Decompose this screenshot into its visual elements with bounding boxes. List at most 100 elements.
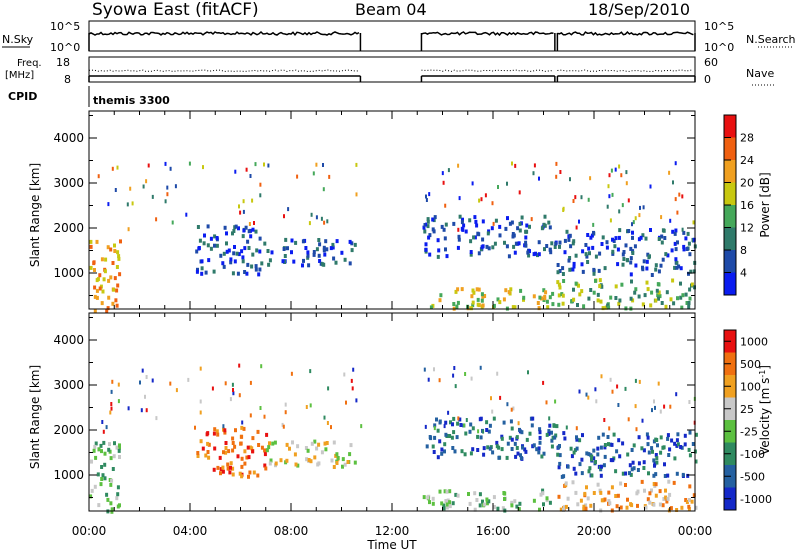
echo-cell [510, 220, 514, 225]
echo-cell [113, 441, 116, 446]
echo-cell [614, 167, 617, 172]
echo-cell [562, 279, 566, 283]
echo-cell [115, 265, 119, 269]
echo-cell [620, 282, 624, 287]
echo-cell [263, 463, 267, 468]
echo-cell [573, 448, 577, 453]
echo-cell [473, 215, 477, 220]
x-tick-label: 16:00 [476, 524, 511, 538]
echo-cell [238, 393, 241, 398]
echo-cell [117, 382, 120, 387]
echo-cell [425, 444, 429, 449]
echo-cell [673, 231, 677, 236]
echo-cell [545, 496, 549, 501]
echo-cell [349, 443, 353, 448]
echo-cell [112, 454, 116, 459]
echo-cell [440, 451, 444, 456]
echo-cell [317, 238, 321, 242]
echo-cell [238, 204, 240, 209]
echo-cell [360, 424, 363, 429]
echo-cell [509, 287, 513, 292]
echo-cell [572, 466, 576, 471]
echo-cell [600, 242, 604, 246]
echo-cell [249, 413, 252, 418]
echo-cell [103, 451, 107, 456]
echo-cell [433, 435, 437, 440]
echo-cell [456, 287, 460, 292]
echo-cell [564, 504, 568, 509]
echo-cell [686, 473, 690, 478]
echo-cell [254, 264, 258, 269]
echo-cell [575, 225, 578, 230]
echo-cell [575, 437, 579, 442]
x-axis-label: Time UT [366, 538, 417, 552]
echo-cell [468, 501, 472, 506]
echo-cell [112, 287, 116, 292]
echo-cell [117, 448, 121, 453]
echo-cell [227, 248, 231, 253]
echo-cell [555, 424, 559, 429]
echo-cell [562, 431, 566, 436]
echo-cell [538, 295, 542, 300]
echo-cell [448, 500, 452, 505]
echo-cell [527, 370, 529, 375]
echo-cell [580, 195, 583, 200]
echo-cell [98, 286, 102, 291]
echo-cell [676, 210, 679, 215]
nave-label: Nave [746, 67, 774, 80]
echo-cell [98, 273, 102, 278]
echo-cell [645, 259, 649, 264]
echo-cell [557, 282, 561, 287]
colorbar-frame [723, 329, 737, 511]
echo-cell [547, 220, 551, 225]
echo-cell [606, 204, 609, 209]
echo-cell [659, 409, 662, 414]
echo-cell [679, 445, 683, 449]
echo-cell [538, 430, 542, 435]
echo-cell [103, 476, 107, 481]
echo-cell [668, 170, 671, 175]
echo-cell [518, 190, 521, 195]
echo-cell [617, 235, 621, 240]
echo-cell [429, 305, 433, 310]
echo-cell [651, 408, 653, 413]
echo-cell [348, 239, 352, 244]
echo-cell [683, 442, 687, 447]
echo-cell [692, 237, 696, 242]
echo-cell [111, 301, 115, 306]
echo-cell [582, 504, 586, 509]
echo-cell [513, 305, 517, 310]
echo-cell [232, 229, 236, 233]
echo-cell [213, 243, 216, 248]
echo-cell [657, 290, 661, 295]
echo-cell [664, 495, 668, 500]
echo-cell [557, 293, 561, 298]
echo-cell [431, 501, 435, 506]
echo-cell [545, 432, 549, 437]
echo-cell [650, 446, 654, 451]
echo-cell [580, 262, 584, 267]
echo-cell [263, 241, 267, 246]
echo-cell [457, 237, 461, 242]
echo-cell [144, 394, 146, 399]
echo-cell [438, 489, 442, 494]
echo-cell [609, 295, 613, 300]
echo-cell [530, 423, 534, 428]
echo-cell [232, 251, 236, 256]
echo-cell [618, 454, 622, 459]
echo-cell [285, 442, 289, 447]
echo-cell [284, 237, 288, 242]
echo-cell [616, 247, 620, 252]
echo-cell [503, 497, 506, 501]
echo-cell [431, 444, 435, 449]
echo-cell [632, 443, 636, 448]
echo-cell [332, 440, 336, 445]
echo-cell [435, 417, 438, 422]
echo-cell [455, 435, 459, 440]
echo-cell [574, 253, 578, 258]
echo-cell [498, 233, 502, 238]
echo-cell [464, 372, 467, 376]
echo-cell [260, 364, 263, 369]
echo-cell [444, 247, 447, 252]
echo-cell [572, 261, 576, 266]
